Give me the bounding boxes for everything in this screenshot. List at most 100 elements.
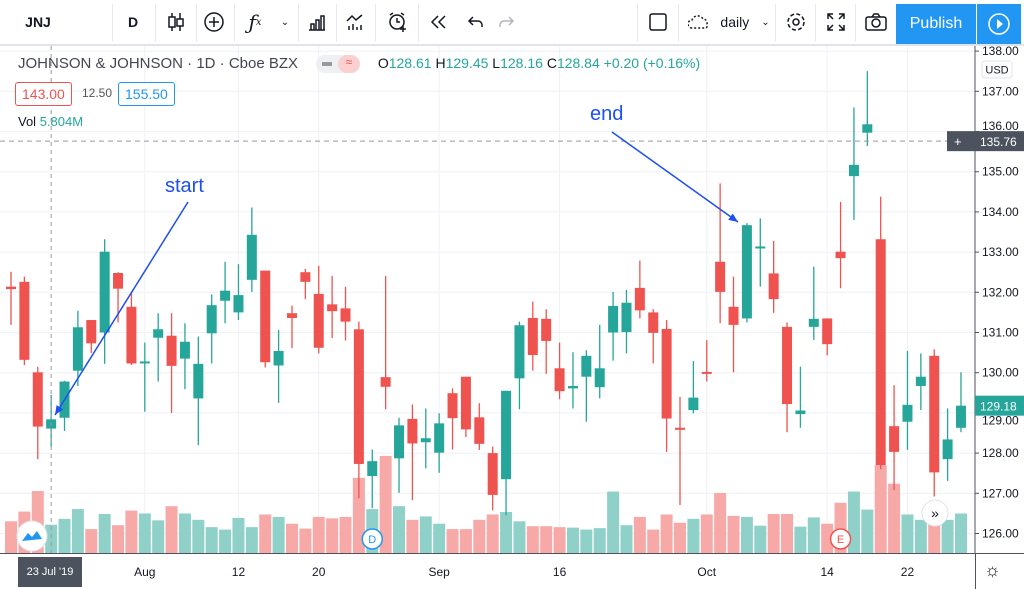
interval-button[interactable]: D <box>127 14 139 30</box>
candle-body <box>955 405 966 428</box>
start-arrow <box>54 201 189 416</box>
undo-icon[interactable] <box>462 0 490 44</box>
crosshair-date-label: 23 Jul '19 <box>18 557 82 587</box>
replay-icon[interactable] <box>424 0 454 44</box>
last-price-label: 129.18 <box>980 400 1017 414</box>
price-tick-label: 130.00 <box>982 366 1019 380</box>
publish-button[interactable]: Publish <box>896 4 976 44</box>
event-marker-label: E <box>837 534 844 546</box>
price-tick-label: 127.00 <box>982 486 1019 500</box>
candle-body <box>153 329 164 338</box>
price-chart[interactable]: D E » 138.00 137.00 136.00 135.00 134.00 133.00 1… <box>0 46 1024 553</box>
time-tick-label: Sep <box>428 565 450 579</box>
candle-body <box>166 335 177 366</box>
volume-bar <box>660 514 673 553</box>
candle-body <box>889 426 900 452</box>
financials-icon[interactable] <box>302 0 332 44</box>
volume-bar <box>326 518 339 553</box>
volume-bar <box>727 515 740 553</box>
candles-icon[interactable] <box>160 0 192 44</box>
legend-toggle[interactable]: ≈ <box>315 55 360 74</box>
volume-bar <box>821 523 834 553</box>
candle-body <box>848 164 859 177</box>
candle-body <box>795 410 806 415</box>
candle-body <box>313 293 324 348</box>
candle-body <box>915 376 926 386</box>
layout-dropdown[interactable]: daily ⌄ <box>684 0 774 44</box>
chevron-down-icon[interactable]: ⌄ <box>280 16 290 28</box>
candle-body <box>741 225 752 319</box>
play-icon[interactable] <box>977 4 1021 44</box>
volume-bar <box>285 523 298 553</box>
time-tick-label: 12 <box>231 565 246 579</box>
redo-icon[interactable] <box>492 0 520 44</box>
candle-body <box>193 363 204 399</box>
candle-body <box>367 461 378 477</box>
candle-body <box>487 453 498 495</box>
crosshair-price-label-bg <box>947 131 1024 152</box>
price-tick-label: 133.00 <box>982 245 1019 259</box>
candle-body <box>808 318 819 327</box>
end-arrow <box>611 131 739 223</box>
templates-icon[interactable] <box>340 0 370 44</box>
volume-bar <box>419 516 432 553</box>
candle-body <box>782 326 793 405</box>
candle-body <box>822 318 833 345</box>
start-annotation[interactable]: start <box>165 175 204 197</box>
volume-bar <box>473 519 486 553</box>
volume-bar <box>767 513 780 553</box>
tradingview-logo <box>16 520 48 552</box>
crosshair-price-label: 135.76 <box>980 135 1017 149</box>
volume-bar <box>379 455 392 553</box>
candle-body <box>340 308 351 322</box>
alert-icon[interactable] <box>383 0 413 44</box>
candle-body <box>327 304 338 312</box>
camera-icon[interactable] <box>860 0 892 44</box>
time-axis[interactable]: 23 Jul '19 Aug 12 20 Sep 16 Oct 14 22 ☼ <box>0 553 1024 589</box>
candle-body <box>99 251 110 333</box>
add-compare-icon[interactable] <box>198 0 230 44</box>
end-annotation[interactable]: end <box>590 103 624 125</box>
volume-bar <box>259 514 272 553</box>
volume-bar <box>540 526 553 553</box>
candle-body <box>353 329 364 464</box>
volume-bar <box>205 527 218 553</box>
candle-body <box>608 305 619 333</box>
volume-bar <box>85 529 98 553</box>
candle-body <box>447 393 458 419</box>
price-tick-label: 128.00 <box>982 446 1019 460</box>
time-tick-label: 14 <box>820 565 834 579</box>
rectangle-icon[interactable] <box>642 0 674 44</box>
candle-body <box>420 438 431 443</box>
volume-bar <box>687 518 700 553</box>
time-tick-label: 16 <box>552 565 567 579</box>
volume-bar <box>861 509 874 553</box>
tradingview-logo-icon <box>22 531 42 541</box>
candle-body <box>755 246 766 249</box>
candle-body <box>648 312 659 333</box>
last-price-label-bg <box>975 395 1024 416</box>
event-marker-E <box>829 528 852 550</box>
volume-bar <box>433 523 446 553</box>
sell-button[interactable]: 143.00 <box>15 82 72 106</box>
volume-bar <box>647 529 660 553</box>
event-marker-D <box>361 528 384 550</box>
candle-body <box>474 417 485 444</box>
buy-button[interactable]: 155.50 <box>118 82 175 106</box>
volume-bar <box>526 526 539 553</box>
volume-bar <box>165 506 178 553</box>
time-tick-label: Oct <box>697 565 717 579</box>
candle-body <box>206 305 217 334</box>
double-chevron-right-icon: » <box>931 505 939 521</box>
candle-body <box>220 290 231 301</box>
volume-bar <box>513 521 526 553</box>
gear-icon[interactable] <box>780 0 812 44</box>
candle-body <box>380 377 391 387</box>
volume-bar <box>874 465 887 553</box>
symbol-search-button[interactable]: JNJ <box>25 14 51 30</box>
volume-bar <box>272 516 285 553</box>
candle-body <box>434 423 445 453</box>
fullscreen-icon[interactable] <box>820 0 852 44</box>
settings-sun-icon[interactable]: ☼ <box>984 560 1001 580</box>
